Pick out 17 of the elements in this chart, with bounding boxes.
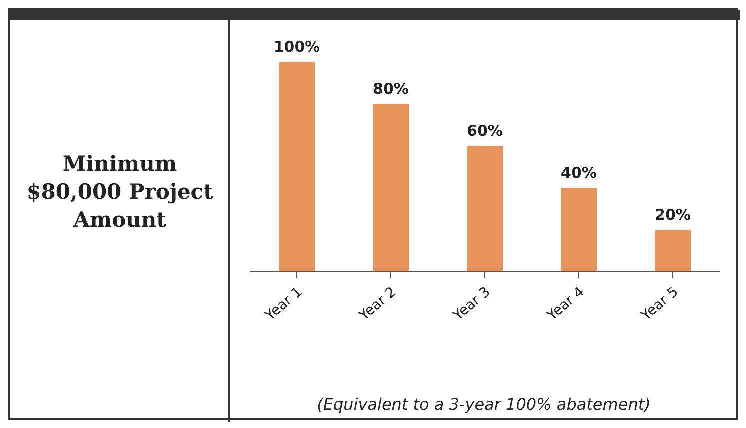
bar <box>655 230 691 272</box>
bar <box>561 188 597 272</box>
x-tick-label: Year 4 <box>544 284 588 325</box>
x-tick-label: Year 3 <box>450 284 494 325</box>
x-tick-label: Year 1 <box>262 284 306 325</box>
data-label: 40% <box>561 164 597 182</box>
bar <box>467 146 503 272</box>
text: Minimum $80,000 Project Amount <box>26 150 214 234</box>
data-label: 20% <box>655 206 691 224</box>
text: (Equivalent to a 3-year 100% abatement) <box>316 395 652 414</box>
x-tick-label: Year 5 <box>638 284 682 325</box>
bar <box>373 104 409 272</box>
data-label: 100% <box>274 38 320 56</box>
data-label: 60% <box>467 122 503 140</box>
data-label: 80% <box>373 80 409 98</box>
x-tick-label: Year 2 <box>356 284 400 325</box>
bar <box>279 62 315 272</box>
